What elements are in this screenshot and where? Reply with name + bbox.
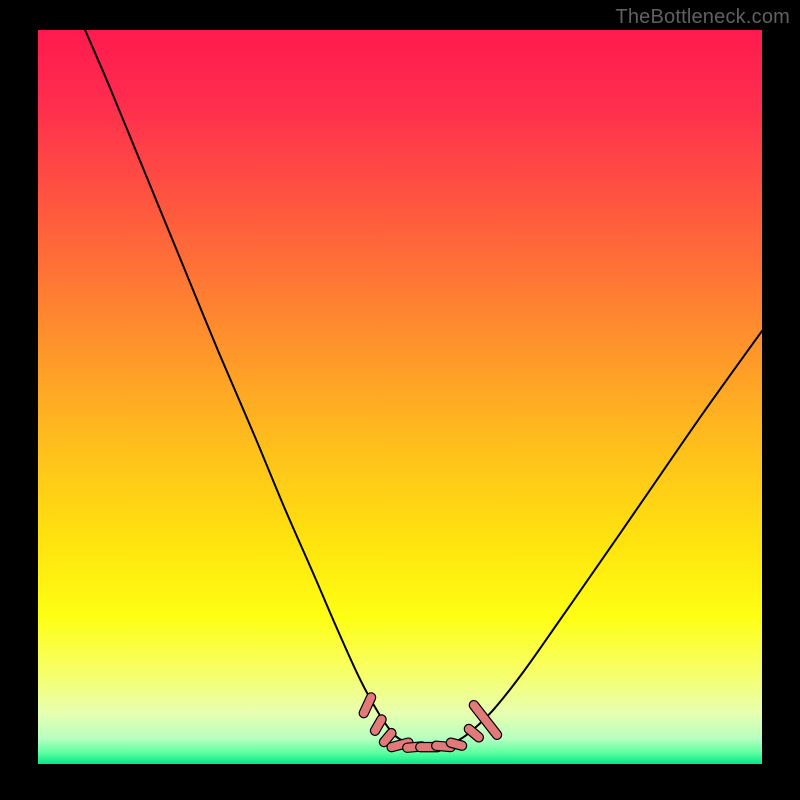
curve-right bbox=[429, 331, 762, 746]
curve-layer bbox=[38, 30, 762, 764]
marker-pill bbox=[462, 723, 485, 744]
chart-root: TheBottleneck.com bbox=[0, 0, 800, 800]
plot-area bbox=[38, 30, 762, 764]
watermark-text: TheBottleneck.com bbox=[615, 6, 790, 29]
curve-left bbox=[85, 30, 429, 746]
